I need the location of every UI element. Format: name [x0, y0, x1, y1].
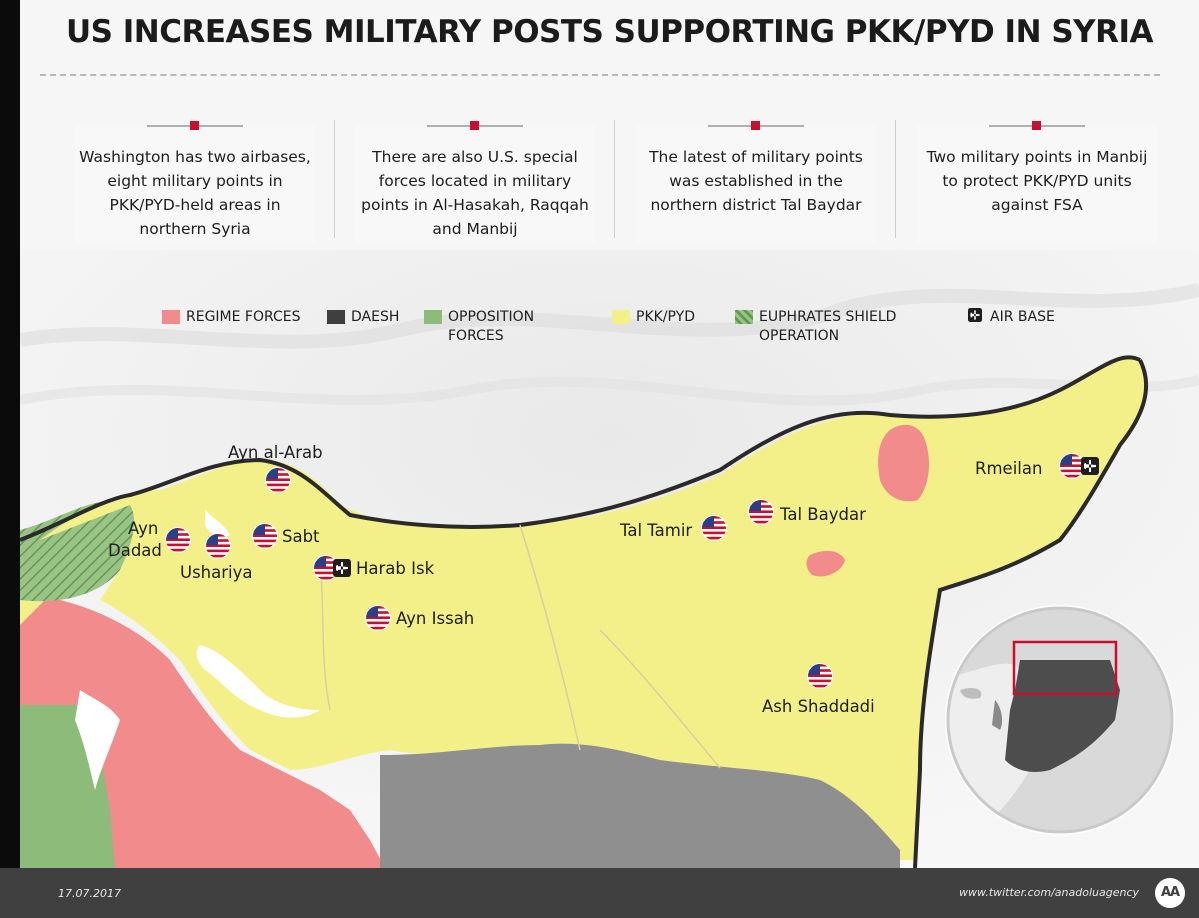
pkk-pyd-swatch [612, 310, 630, 324]
info-marker [147, 121, 243, 130]
regime-area-west [20, 580, 385, 868]
label-dadad: Dadad [108, 541, 162, 560]
info-marker [427, 121, 523, 130]
regime-swatch [162, 310, 180, 324]
page-title: US INCREASES MILITARY POSTS SUPPORTING P… [65, 14, 1154, 50]
label-ayn-al-arab: Ayn al-Arab [228, 443, 323, 462]
info-box-airbases: Washington has two airbases, eight milit… [75, 121, 315, 243]
footer-bar [0, 868, 1199, 918]
regime-enclave-hasakah [806, 550, 845, 577]
daesh-area [380, 743, 900, 868]
us-flag-icon [165, 527, 191, 553]
info-marker [708, 121, 804, 130]
lake-jabbul [75, 690, 120, 790]
inset-locator-map [945, 605, 1175, 835]
airplane-icon [333, 559, 351, 577]
info-box-special-forces: There are also U.S. special forces locat… [355, 121, 595, 243]
us-flag-icon [701, 515, 727, 541]
anadolu-agency-logo: AA [1155, 878, 1185, 908]
info-divider [614, 120, 615, 238]
us-flag-icon [365, 605, 391, 631]
turkey-border [20, 355, 1141, 542]
info-text: The latest of military points was establ… [649, 148, 863, 214]
label-rmeilan: Rmeilan [975, 459, 1042, 478]
opposition-swatch [424, 310, 442, 324]
info-marker [989, 121, 1085, 130]
publish-date: 17.07.2017 [58, 887, 121, 900]
airplane-icon [1081, 457, 1099, 475]
info-divider [895, 120, 896, 238]
label-harab-isk: Harab Isk [356, 559, 435, 578]
label-tal-tamir: Tal Tamir [619, 521, 692, 540]
euphrates-river [205, 510, 230, 537]
info-text: Washington has two airbases, eight milit… [79, 148, 311, 238]
info-divider [334, 120, 335, 238]
twitter-link[interactable]: www.twitter.com/anadoluagency [959, 886, 1139, 899]
us-flag-icon [807, 663, 833, 689]
info-box-tal-baydar: The latest of military points was establ… [636, 121, 876, 243]
regime-enclave-qamishli [878, 424, 930, 502]
label-ayn-issah: Ayn Issah [396, 609, 474, 628]
iraq-border [913, 359, 1149, 868]
left-edge-bar [0, 0, 20, 918]
us-flag-icon [748, 499, 774, 525]
terrain-ridge [20, 283, 1199, 349]
label-ushariya: Ushariya [180, 563, 253, 582]
us-flag-icon [205, 533, 231, 559]
info-text: There are also U.S. special forces locat… [361, 148, 589, 238]
info-text: Two military points in Manbij to protect… [926, 148, 1148, 214]
us-flag-icon [252, 523, 278, 549]
label-tal-baydar: Tal Baydar [779, 505, 866, 524]
lake-assad [196, 645, 320, 718]
hatched-swatch [735, 310, 753, 324]
terrain-ridge [20, 375, 1199, 406]
daesh-swatch [327, 310, 345, 324]
airplane-icon [968, 308, 982, 322]
label-ash-shaddadi: Ash Shaddadi [762, 697, 875, 716]
title-divider [40, 74, 1160, 76]
label-sabt: Sabt [282, 527, 320, 546]
label-ayn: Ayn [128, 519, 158, 538]
syria-control-map: Ayn al-Arab Ayn Dadad Ushariya Sabt Hara… [20, 250, 1199, 868]
inset-highlight-box [1012, 640, 1118, 696]
us-flag-icon [265, 467, 291, 493]
info-box-manbij: Two military points in Manbij to protect… [917, 121, 1157, 243]
